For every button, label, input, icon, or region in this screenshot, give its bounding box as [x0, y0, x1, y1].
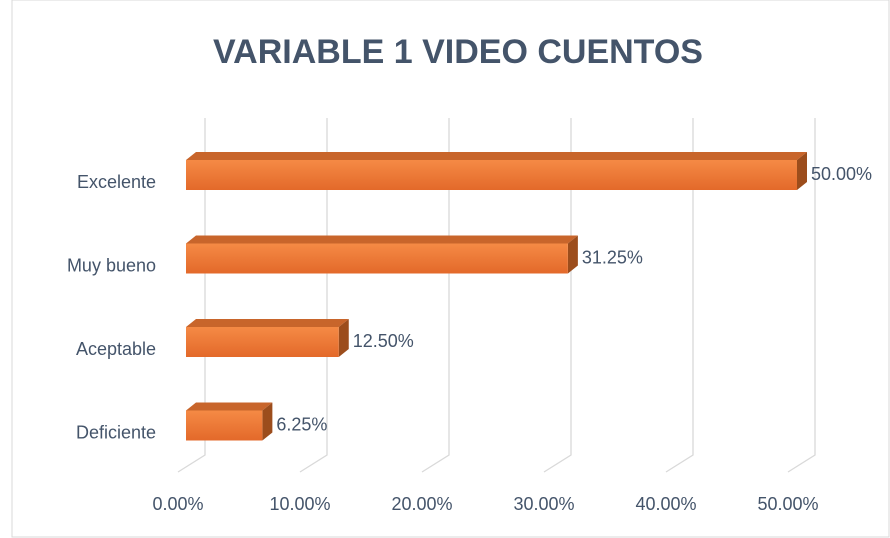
bar [186, 152, 807, 190]
x-tick-label: 50.00% [757, 494, 818, 514]
bar [186, 319, 349, 357]
category-label: Aceptable [76, 339, 156, 359]
bar-face [567, 235, 578, 274]
bar [186, 235, 578, 274]
bar-face [186, 327, 339, 357]
category-label: Excelente [77, 172, 156, 192]
grid-line [177, 118, 206, 473]
bar-face [186, 410, 263, 441]
bar-face [338, 319, 349, 357]
chart-border [11, 0, 890, 538]
x-tick-label: 30.00% [513, 494, 574, 514]
grid-line [299, 118, 328, 473]
value-label: 50.00% [811, 164, 872, 184]
category-label: Muy bueno [67, 255, 156, 275]
bar-face [797, 152, 807, 190]
grid-line [665, 118, 694, 473]
x-tick-label: 20.00% [391, 494, 452, 514]
value-label: 31.25% [582, 247, 643, 267]
x-tick-label: 10.00% [269, 494, 330, 514]
bar-face [186, 402, 273, 411]
bar-face [186, 235, 578, 244]
grid-line [787, 118, 816, 473]
bar [186, 402, 273, 441]
grid-line [543, 118, 572, 473]
bar-face [262, 402, 273, 441]
bar-face [186, 243, 568, 274]
x-tick-label: 0.00% [152, 494, 203, 514]
grid-line [421, 118, 450, 473]
category-label: Deficiente [76, 422, 156, 442]
bar-face [186, 152, 807, 160]
chart-title: VARIABLE 1 VIDEO CUENTOS [213, 33, 703, 71]
value-label: 12.50% [353, 331, 414, 351]
x-tick-label: 40.00% [635, 494, 696, 514]
bar-face [186, 160, 797, 190]
bar-face [186, 319, 349, 327]
value-label: 6.25% [276, 414, 327, 434]
